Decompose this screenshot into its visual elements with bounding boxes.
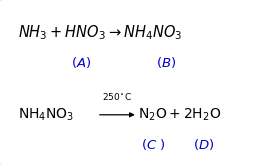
Text: $\mathrm{250^{\circ}\,C}$: $\mathrm{250^{\circ}\,C}$ (102, 91, 132, 102)
Text: $\mathrm{NH_4NO_3}$: $\mathrm{NH_4NO_3}$ (18, 107, 74, 123)
Text: $\mathit{(A)}$: $\mathit{(A)}$ (71, 55, 91, 70)
Text: $\mathit{NH_3 + HNO_3 \rightarrow NH_4NO_3}$: $\mathit{NH_3 + HNO_3 \rightarrow NH_4NO… (18, 23, 181, 42)
Text: $\mathit{(B)}$: $\mathit{(B)}$ (155, 55, 175, 70)
Text: $\mathit{(D)}$: $\mathit{(D)}$ (193, 137, 214, 152)
Text: $\mathrm{N_2O + 2H_2O}$: $\mathrm{N_2O + 2H_2O}$ (137, 107, 220, 123)
Text: $\mathit{(C\ )}$: $\mathit{(C\ )}$ (140, 137, 165, 152)
